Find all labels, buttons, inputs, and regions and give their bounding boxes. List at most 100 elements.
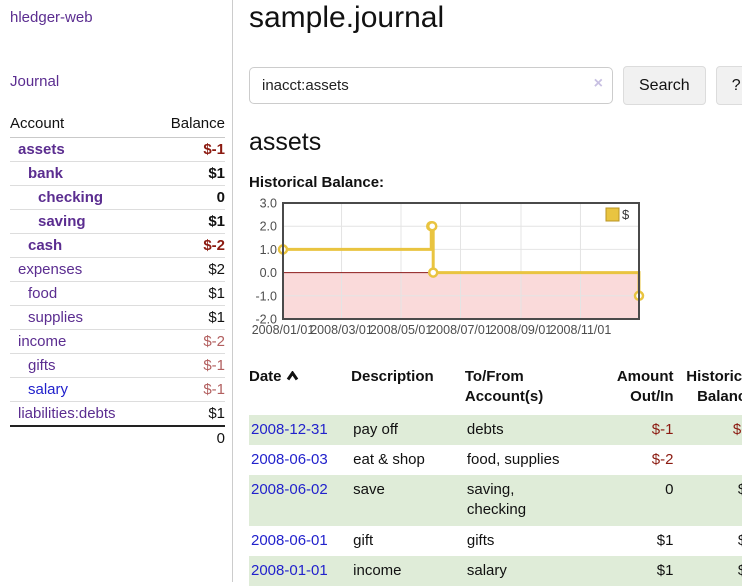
account-balance: $-2 (152, 233, 225, 258)
account-row: liabilities:debts $1 (10, 401, 225, 426)
search-button[interactable]: Search (623, 66, 706, 105)
svg-text:2008/09/01: 2008/09/01 (490, 323, 553, 337)
account-row: income $-2 (10, 329, 225, 354)
svg-text:1.0: 1.0 (260, 243, 277, 257)
transaction-row: 2008-06-01 gift gifts $1$2 (249, 526, 742, 556)
account-row: checking 0 (10, 185, 225, 210)
sidebar-account-link[interactable]: saving (38, 213, 86, 230)
svg-text:3.0: 3.0 (260, 198, 277, 211)
date-column-header[interactable]: Date (249, 365, 351, 415)
description-column-header: Description (351, 368, 434, 385)
search-box: × (249, 67, 613, 104)
svg-text:-2.0: -2.0 (255, 313, 277, 327)
sidebar-account-link[interactable]: gifts (28, 357, 56, 374)
account-heading: assets (249, 128, 322, 156)
sidebar-account-link[interactable]: supplies (28, 309, 84, 326)
account-column-header-register: To/From Account(s) (464, 368, 544, 406)
transaction-date-link[interactable]: 2008-06-01 (251, 531, 328, 549)
svg-text:2008/05/01: 2008/05/01 (370, 323, 433, 337)
chart-title: Historical Balance: (249, 174, 385, 191)
account-balance: $-1 (152, 353, 225, 378)
svg-text:2008/11/01: 2008/11/01 (550, 323, 612, 337)
account-column-header: Account (10, 111, 153, 138)
balance-column-header-register: Historical Balance (686, 368, 742, 406)
svg-text:2.0: 2.0 (260, 220, 277, 234)
transaction-description: income (353, 561, 402, 579)
journal-nav-link[interactable]: Journal (10, 73, 60, 90)
sidebar-account-link[interactable]: cash (28, 237, 63, 254)
svg-text:$: $ (622, 207, 630, 222)
transaction-amount: $-2 (651, 450, 674, 468)
account-row: gifts $-1 (10, 353, 225, 378)
help-button[interactable]: ? (715, 66, 742, 105)
transaction-amount: $1 (656, 531, 674, 549)
account-balance: 0 (152, 185, 225, 210)
sidebar-account-link[interactable]: food (28, 285, 58, 302)
sidebar-account-link[interactable]: assets (18, 141, 65, 158)
page-title: sample.journal (249, 1, 445, 34)
account-balance: $1 (152, 401, 225, 426)
transaction-accounts: saving, checking (466, 481, 527, 519)
transaction-balance: 0 (675, 445, 742, 475)
account-row: food $1 (10, 281, 225, 306)
register-header-row: Date Description To/From Account(s) Amou… (249, 365, 742, 415)
transaction-amount: 0 (665, 481, 674, 498)
transaction-amount: $1 (656, 561, 674, 579)
account-row: assets $-1 (10, 137, 225, 162)
account-balance: $1 (152, 281, 225, 306)
transaction-description: save (353, 481, 385, 498)
amount-column-header: Amount Out/In (616, 368, 674, 406)
account-row: cash $-2 (10, 233, 225, 258)
account-row: saving $1 (10, 209, 225, 234)
transaction-accounts: salary (466, 561, 507, 579)
transaction-amount: $-1 (651, 420, 674, 438)
transaction-date-link[interactable]: 2008-06-02 (251, 481, 328, 498)
account-balance: $1 (152, 161, 225, 186)
account-balance: $1 (152, 209, 225, 234)
account-row: supplies $1 (10, 305, 225, 330)
accounts-total-value: 0 (152, 425, 225, 450)
sidebar-account-link[interactable]: expenses (18, 261, 83, 278)
transaction-accounts: debts (466, 420, 504, 438)
svg-text:2008/03/01: 2008/03/01 (310, 323, 373, 337)
svg-text:2008/01/01: 2008/01/01 (252, 323, 315, 337)
transaction-row: 2008-06-02 save saving,checking 0$2 (249, 475, 742, 526)
main-content: sample.journal × Search ? assets Histori… (233, 0, 742, 586)
account-balance: $1 (152, 305, 225, 330)
app-title: hledger-web (10, 9, 224, 26)
sidebar: hledger-web Journal Account Balance asse… (0, 0, 233, 582)
accounts-total-row: 0 (10, 425, 225, 450)
sidebar-account-link[interactable]: bank (28, 165, 64, 182)
transaction-row: 2008-01-01 income salary $1$1 (249, 555, 742, 586)
account-balance: $-2 (152, 329, 225, 354)
transaction-accounts: gifts (466, 531, 495, 549)
transaction-date-link[interactable]: 2008-06-03 (251, 450, 328, 468)
historical-balance-chart: $3.0 2.0 1.0 0.0 -1.0 -2.0 2008/01/01 2008/03/0… (249, 197, 742, 350)
search-input[interactable] (249, 67, 613, 104)
sidebar-account-link[interactable]: salary (28, 381, 69, 398)
sidebar-nav: Journal (10, 73, 224, 90)
sidebar-account-link[interactable]: checking (38, 189, 104, 206)
search-row: × Search ? (249, 66, 742, 105)
app-title-link[interactable]: hledger-web (10, 9, 93, 26)
chevron-up-icon (286, 370, 298, 381)
transaction-balance: $2 (675, 475, 742, 526)
account-balance: $-1 (152, 377, 225, 402)
transaction-row: 2008-12-31 pay off debts $-1 $-1 (249, 414, 742, 445)
transaction-date-link[interactable]: 2008-01-01 (251, 561, 328, 579)
transaction-balance: $1 (675, 556, 742, 586)
transaction-accounts: food, supplies (466, 450, 560, 468)
svg-text:0.0: 0.0 (260, 266, 277, 280)
account-row: salary $-1 (10, 377, 225, 402)
transaction-date-link[interactable]: 2008-12-31 (251, 420, 328, 438)
svg-text:-1.0: -1.0 (255, 289, 277, 303)
transaction-description: eat & shop (353, 450, 425, 468)
accounts-table: Account Balance assets $-1 bank $1 checking 0… (10, 111, 225, 450)
sidebar-account-link[interactable]: liabilities:debts (18, 405, 116, 422)
clear-search-icon[interactable]: × (593, 75, 603, 92)
account-balance: $-1 (152, 137, 225, 162)
svg-text:2008/07/01: 2008/07/01 (429, 323, 492, 337)
balance-column-header: Balance (152, 111, 225, 138)
sidebar-account-link[interactable]: income (18, 333, 67, 350)
